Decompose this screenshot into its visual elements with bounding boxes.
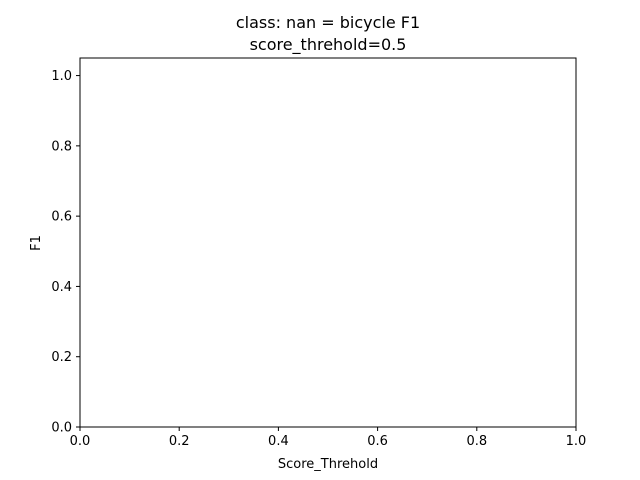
chart-title-line-2: score_threhold=0.5 [250, 35, 407, 55]
y-tick-label: 1.0 [51, 69, 72, 84]
x-tick-label: 0.0 [70, 434, 91, 449]
plot-frame [79, 57, 577, 428]
y-tick-label: 0.8 [51, 139, 72, 154]
y-tick-label: 0.6 [51, 210, 72, 225]
x-tick-label: 0.4 [268, 434, 289, 449]
y-tick-label: 0.4 [51, 280, 72, 295]
x-tick-label: 0.6 [367, 434, 388, 449]
x-tick-label: 1.0 [566, 434, 587, 449]
chart-title-line-1: class: nan = bicycle F1 [236, 13, 420, 32]
plot-area: 0.0 0.2 0.4 0.6 0.8 1.0 0.0 0.2 0.4 0.6 0.8 1.0 [51, 57, 587, 449]
x-tick-label: 0.8 [466, 434, 487, 449]
x-axis-label: Score_Threhold [278, 457, 378, 472]
y-tick-label: 0.0 [51, 421, 72, 436]
x-tick-label: 0.2 [169, 434, 190, 449]
y-tick-label: 0.2 [51, 350, 72, 365]
y-axis-label: F1 [29, 235, 44, 251]
